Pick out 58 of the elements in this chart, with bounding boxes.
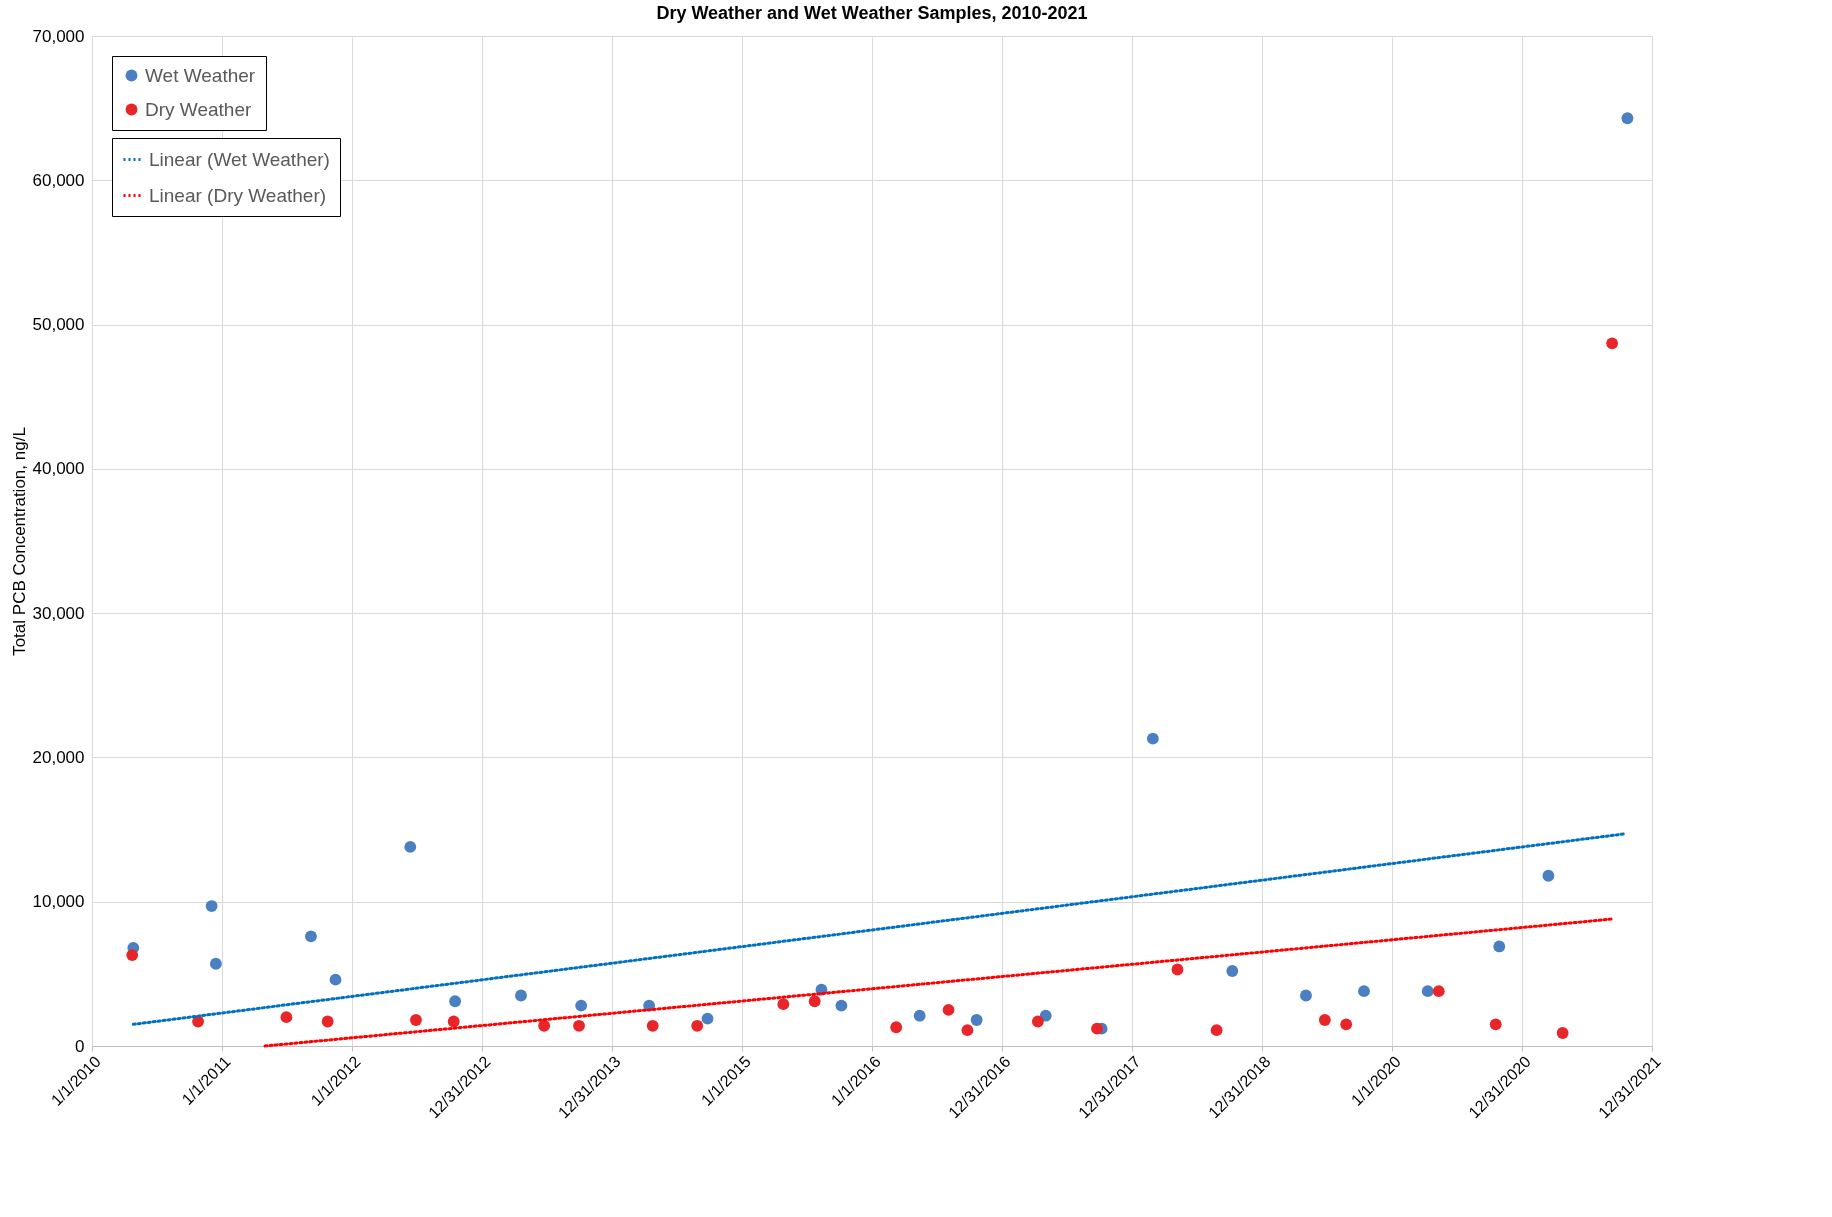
point — [1318, 1014, 1331, 1026]
y-tick-label: 10,000 — [32, 892, 85, 912]
point — [1210, 1024, 1223, 1037]
point — [646, 1019, 659, 1032]
point — [1300, 989, 1312, 1002]
point — [447, 1015, 460, 1028]
y-tick-label: 0 — [75, 1036, 85, 1056]
point — [280, 1011, 293, 1024]
point — [1556, 1027, 1569, 1039]
legend-label: Wet Weather — [145, 64, 256, 86]
point — [449, 995, 462, 1008]
point — [777, 998, 790, 1011]
y-tick-label: 40,000 — [32, 459, 85, 479]
point — [1171, 963, 1184, 976]
legend-label: Linear (Dry Weather) — [149, 184, 327, 206]
point — [575, 999, 588, 1012]
point — [209, 957, 222, 970]
point — [410, 1014, 422, 1026]
point — [321, 1015, 334, 1028]
point — [1226, 965, 1239, 977]
point — [961, 1024, 974, 1037]
point — [1091, 1022, 1103, 1035]
point — [538, 1019, 551, 1032]
legend-label: Dry Weather — [145, 98, 252, 120]
point — [1432, 985, 1445, 998]
point — [515, 989, 527, 1002]
point — [205, 900, 218, 912]
legend-label: Linear (Wet Weather) — [149, 148, 330, 170]
point — [1421, 985, 1434, 998]
point — [913, 1009, 926, 1022]
point — [404, 840, 417, 853]
point — [1606, 337, 1619, 350]
y-tick-label: 60,000 — [32, 170, 85, 190]
y-tick-label: 20,000 — [32, 747, 85, 767]
point — [890, 1021, 903, 1034]
y-tick-label: 30,000 — [32, 603, 85, 623]
point — [835, 999, 848, 1012]
point — [1621, 112, 1634, 125]
point — [942, 1004, 955, 1016]
point — [1031, 1015, 1044, 1028]
y-axis-title: Total PCB Concentration, ng/L — [9, 427, 29, 656]
point — [1493, 940, 1506, 953]
point — [329, 973, 342, 986]
point — [126, 949, 139, 961]
point — [808, 995, 821, 1008]
point — [970, 1014, 983, 1026]
point — [1340, 1018, 1353, 1031]
point — [1542, 869, 1555, 882]
point — [305, 930, 317, 943]
y-tick-label: 50,000 — [32, 315, 85, 335]
point — [701, 1012, 714, 1025]
point — [1489, 1018, 1502, 1031]
chart-title: Dry Weather and Wet Weather Samples, 2010-2021 — [656, 3, 1088, 23]
point — [573, 1019, 585, 1032]
point — [1146, 732, 1159, 745]
point — [691, 1019, 704, 1032]
y-tick-label: 70,000 — [32, 26, 85, 46]
point — [1358, 985, 1370, 998]
